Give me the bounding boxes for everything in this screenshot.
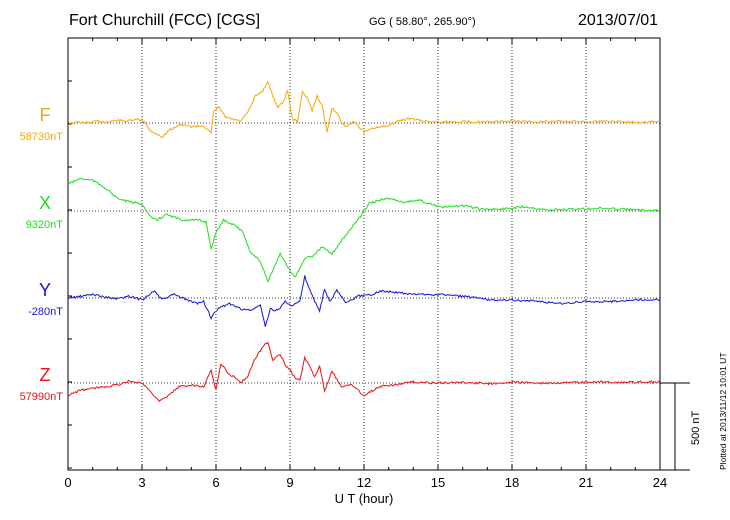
x-tick-label: 12 [357,475,371,490]
series-baseline-z: 57990nT [20,391,64,403]
plotted-timestamp: Plotted at 2013/11/12 10:01 UT [718,352,728,470]
series-baseline-x: 9320nT [26,219,64,231]
series-line-f [67,80,661,138]
x-axis-label: U T (hour) [335,491,394,506]
x-tick-label: 15 [431,475,445,490]
scale-bar-label: 500 nT [690,410,702,445]
series-name-z: Z [40,365,51,385]
series-baseline-f: 58730nT [20,131,64,143]
series-baseline-y: -280nT [28,306,63,318]
x-tick-label: 24 [653,475,667,490]
chart-title: Fort Churchill (FCC) [CGS] [69,12,261,29]
series-line-y [67,275,661,327]
station-coordinates: GG ( 58.80°, 265.90°) [369,16,476,28]
series-name-f: F [40,105,51,125]
x-tick-label: 6 [212,475,219,490]
chart-date: 2013/07/01 [578,12,659,29]
series-name-x: X [39,193,51,213]
series-line-z [67,341,661,403]
x-tick-label: 0 [64,475,71,490]
series-line-x [67,177,661,283]
series-name-y: Y [39,280,51,300]
x-tick-label: 18 [505,475,519,490]
x-tick-label: 3 [138,475,145,490]
x-tick-label: 9 [286,475,293,490]
x-tick-label: 21 [579,475,593,490]
